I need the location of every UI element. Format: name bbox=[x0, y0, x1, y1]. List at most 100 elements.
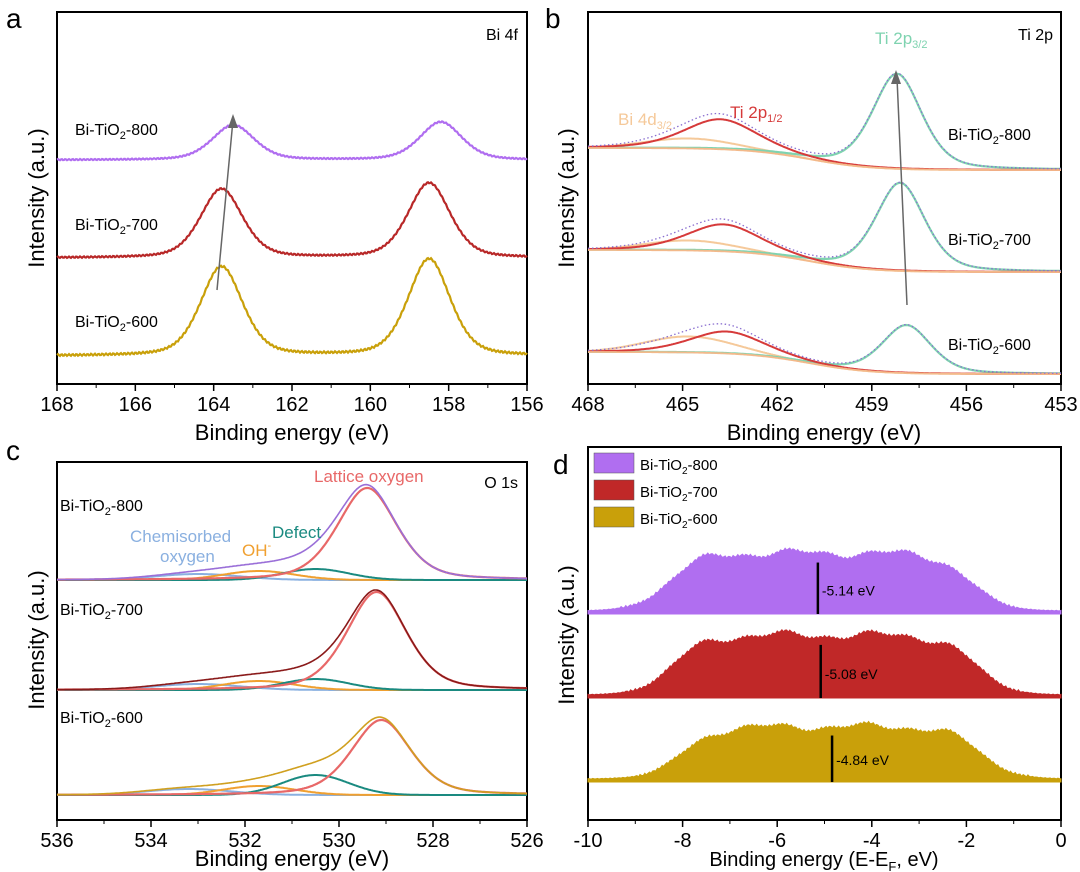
panel-b-xtick-label: 459 bbox=[855, 394, 888, 416]
panel-b-xtick-label: 462 bbox=[761, 394, 794, 416]
panel-c-envelope bbox=[57, 716, 527, 796]
panel-a-xtick-label: 166 bbox=[119, 394, 152, 416]
panel-c: 536 534 532 530 528 526 O 1s Binding energy (… bbox=[24, 461, 544, 871]
panel-c-plot bbox=[56, 483, 527, 796]
panel-letter-c: c bbox=[6, 435, 20, 466]
legend-label-700: Bi-TiO2-700 bbox=[640, 484, 718, 504]
panel-a-xtick-label: 156 bbox=[510, 394, 543, 416]
panel-a-series-line bbox=[56, 180, 528, 260]
panel-b-shift-arrowhead bbox=[891, 70, 901, 84]
panel-b-y-axis-label: Intensity (a.u.) bbox=[554, 128, 579, 267]
panel-d-x-axis-label: Binding energy (E-EF, eV) bbox=[709, 849, 938, 872]
panel-d-xtick-label: -8 bbox=[674, 830, 692, 852]
panel-b-ti2p32-component bbox=[588, 181, 1061, 273]
panel-b-corner-label: Ti 2p bbox=[1018, 27, 1053, 44]
panel-a: 168 166 164 162 160 158 156 Bi 4f Binding ener… bbox=[24, 11, 544, 445]
panel-b-ticks: 468 465 462 459 456 453 bbox=[571, 384, 1078, 416]
panel-b-xtick-label: 465 bbox=[666, 394, 699, 416]
panel-c-lattice-component bbox=[57, 718, 527, 796]
panel-letter-d: d bbox=[553, 449, 569, 480]
panel-d-marker-label: -5.08 eV bbox=[825, 666, 879, 682]
panel-b-x-axis-label: Binding energy (eV) bbox=[727, 420, 921, 445]
panel-a-series-label-600: Bi-TiO2-600 bbox=[75, 314, 158, 334]
panel-a-x-axis-label: Binding energy (eV) bbox=[195, 420, 389, 445]
panel-d-area bbox=[587, 547, 1062, 615]
panel-a-plot bbox=[56, 120, 528, 358]
panel-b-shift-arrow bbox=[896, 77, 908, 306]
panel-d: -5.14 eV -5.08 eV -4.84 eV -10 -8 -6 -4 -2 0 Bi… bbox=[554, 446, 1067, 872]
panel-a-xtick-label: 168 bbox=[40, 394, 73, 416]
panel-a-xtick-label: 162 bbox=[275, 394, 308, 416]
panel-letter-b: b bbox=[545, 3, 561, 34]
panel-c-xtick-label: 534 bbox=[134, 830, 167, 852]
panel-b-background bbox=[588, 249, 1061, 273]
panel-a-shift-arrow bbox=[216, 119, 234, 291]
panel-c-x-axis-label: Binding energy (eV) bbox=[195, 846, 389, 871]
panel-c-corner-label: O 1s bbox=[484, 475, 518, 492]
panel-c-xtick-label: 536 bbox=[40, 830, 73, 852]
panel-a-series-line bbox=[56, 120, 528, 162]
panel-d-xtick-label: 0 bbox=[1055, 830, 1066, 852]
panel-c-annot-chem-2: oxygen bbox=[160, 547, 215, 566]
panel-d-xtick-label: -6 bbox=[768, 830, 786, 852]
panel-d-area bbox=[587, 629, 1062, 699]
panel-b: 468 465 462 459 456 453 Ti 2p Binding energy … bbox=[554, 11, 1078, 445]
panel-c-series-label-800: Bi-TiO2-800 bbox=[60, 498, 143, 518]
legend-label-600: Bi-TiO2-600 bbox=[640, 511, 718, 531]
panel-c-xtick-label: 530 bbox=[322, 830, 355, 852]
panel-c-xtick-label: 528 bbox=[416, 830, 449, 852]
panel-c-series-label-700: Bi-TiO2-700 bbox=[60, 602, 143, 622]
panel-c-annot-oh: OH- bbox=[242, 540, 272, 560]
panel-d-xtick-label: -10 bbox=[574, 830, 603, 852]
panel-b-plot bbox=[587, 72, 1062, 375]
panel-b-xtick-label: 453 bbox=[1044, 394, 1077, 416]
panel-c-xtick-label: 532 bbox=[228, 830, 261, 852]
panel-a-ticks: 168 166 164 162 160 158 156 bbox=[40, 384, 544, 416]
panel-d-xtick-label: -4 bbox=[863, 830, 881, 852]
legend-swatch-800 bbox=[593, 452, 635, 474]
legend-label-800: Bi-TiO2-800 bbox=[640, 457, 718, 477]
panel-c-frame bbox=[56, 461, 528, 821]
panel-b-series-label-600: Bi-TiO2-600 bbox=[948, 337, 1031, 357]
panel-b-frame bbox=[587, 11, 1062, 385]
panel-b-xtick-label: 456 bbox=[950, 394, 983, 416]
panel-b-xtick-label: 468 bbox=[571, 394, 604, 416]
panel-a-xtick-label: 164 bbox=[197, 394, 230, 416]
panel-b-series-label-700: Bi-TiO2-700 bbox=[948, 232, 1031, 252]
panel-a-y-axis-label: Intensity (a.u.) bbox=[24, 128, 49, 267]
panel-b-envelope bbox=[587, 72, 1062, 170]
panel-c-xtick-label: 526 bbox=[510, 830, 543, 852]
panel-b-annot-ti2p12: Ti 2p1/2 bbox=[730, 103, 782, 125]
panel-a-series-label-700: Bi-TiO2-700 bbox=[75, 217, 158, 237]
panel-c-annot-defect: Defect bbox=[272, 523, 321, 542]
panel-b-series-label-800: Bi-TiO2-800 bbox=[948, 127, 1031, 147]
panel-a-series-line bbox=[56, 256, 528, 358]
panel-letter-a: a bbox=[6, 3, 22, 34]
panel-d-xtick-label: -2 bbox=[958, 830, 976, 852]
panel-a-series-label-800: Bi-TiO2-800 bbox=[75, 122, 158, 142]
legend-swatch-600 bbox=[593, 506, 635, 528]
panel-a-corner-label: Bi 4f bbox=[486, 27, 519, 44]
panel-c-envelope bbox=[57, 483, 527, 581]
legend-swatch-700 bbox=[593, 479, 635, 501]
panel-d-marker-label: -4.84 eV bbox=[836, 752, 890, 768]
panel-b-background bbox=[588, 351, 1061, 375]
panel-c-annot-lattice: Lattice oxygen bbox=[314, 467, 424, 486]
panel-b-envelope bbox=[588, 323, 1062, 374]
panel-c-annot-chem-1: Chemisorbed bbox=[130, 527, 231, 546]
panel-b-annot-ti2p32: Ti 2p3/2 bbox=[875, 29, 927, 51]
panel-d-marker-label: -5.14 eV bbox=[822, 582, 876, 598]
panel-d-ticks: -10 -8 -6 -4 -2 0 bbox=[574, 820, 1067, 852]
panel-d-legend: Bi-TiO2-800 Bi-TiO2-700 Bi-TiO2-600 bbox=[593, 452, 718, 531]
panel-b-annot-bi4d: Bi 4d3/2 bbox=[618, 110, 672, 132]
panel-a-xtick-label: 158 bbox=[432, 394, 465, 416]
panel-c-ticks: 536 534 532 530 528 526 bbox=[40, 820, 544, 852]
panel-d-plot: -5.14 eV -5.08 eV -4.84 eV bbox=[587, 547, 1062, 783]
panel-b-background bbox=[588, 147, 1061, 171]
panel-a-xtick-label: 160 bbox=[354, 394, 387, 416]
panel-d-y-axis-label: Intensity (a.u.) bbox=[554, 565, 579, 704]
panel-a-shift-arrowhead bbox=[228, 114, 238, 128]
panel-d-area bbox=[587, 720, 1062, 783]
panel-b-envelope bbox=[588, 181, 1061, 272]
